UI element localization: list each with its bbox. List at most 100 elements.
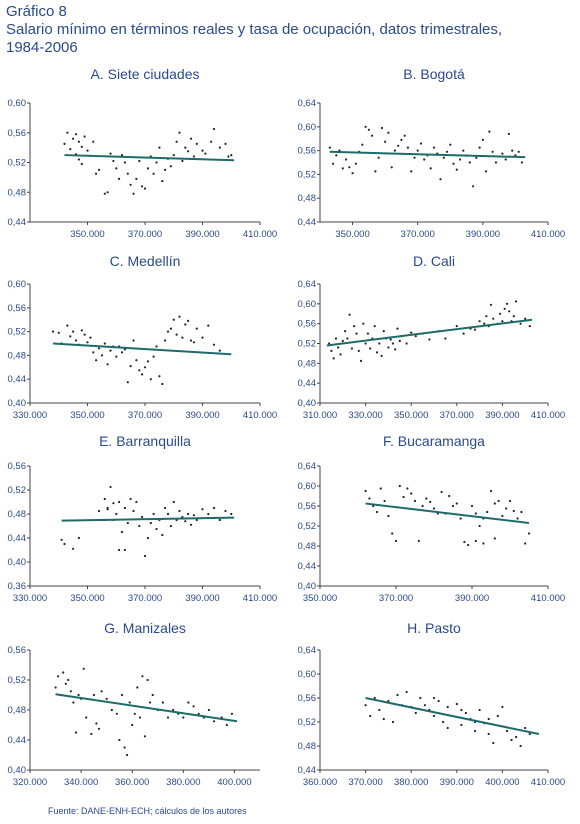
- data-point: [512, 315, 515, 318]
- trend-line: [365, 697, 540, 735]
- scatter-panel-7: G. Manizales 0,40 0,44 0,48 0,52 0,56 320.000 3…: [8, 620, 260, 788]
- data-point: [387, 346, 390, 349]
- data-point: [455, 325, 458, 328]
- y-tick-label: 0,44: [8, 217, 27, 228]
- x-tick-label: 350.000: [70, 410, 104, 421]
- data-point: [115, 712, 118, 715]
- data-point: [459, 158, 462, 161]
- data-point: [478, 524, 481, 528]
- y-tick-label: 0,64: [298, 98, 317, 109]
- y-tick-label: 0,52: [298, 521, 317, 532]
- data-point: [123, 506, 126, 510]
- y-tick-label: 0,48: [298, 741, 317, 752]
- x-tick-label: 370.000: [128, 229, 162, 240]
- y-tick-label: 0,60: [298, 669, 317, 680]
- data-point: [374, 170, 377, 173]
- y-tick-label: 0,48: [8, 187, 27, 198]
- data-point: [103, 497, 106, 501]
- data-point: [383, 499, 386, 503]
- x-tick-label: 390.000: [185, 410, 219, 421]
- data-point: [181, 159, 184, 163]
- y-tick-label: 0,40: [8, 398, 27, 409]
- data-point: [158, 146, 161, 149]
- data-point: [481, 138, 484, 141]
- scatter-panel-6: F. Bucaramanga 0,40 0,44 0,48 0,52 0,56 0,60 0,…: [298, 433, 566, 604]
- data-point: [455, 168, 458, 171]
- data-point: [172, 154, 175, 157]
- data-point: [77, 158, 80, 161]
- data-point: [478, 146, 481, 149]
- data-point: [337, 346, 340, 349]
- y-tick-label: 0,56: [298, 693, 317, 704]
- data-point: [375, 510, 379, 514]
- data-point: [516, 517, 519, 520]
- y-tick-label: 0,52: [8, 158, 27, 169]
- data-point: [339, 353, 342, 356]
- data-point: [428, 338, 431, 341]
- data-point: [414, 711, 417, 715]
- y-tick-label: 0,52: [8, 485, 27, 496]
- data-point: [493, 537, 496, 540]
- data-point: [369, 347, 372, 350]
- x-tick-label: 410.000: [531, 410, 565, 421]
- data-point: [230, 712, 233, 715]
- data-point: [492, 317, 495, 320]
- data-point: [64, 682, 67, 685]
- data-point: [416, 149, 419, 152]
- data-point: [143, 554, 147, 558]
- data-point: [126, 381, 129, 384]
- x-tick-label: 380.000: [166, 777, 200, 788]
- data-point: [224, 142, 227, 145]
- figure-header: Gráfico 8 Salario mínimo en términos rea…: [6, 3, 502, 57]
- data-point: [391, 532, 394, 535]
- data-point: [207, 324, 210, 327]
- data-point: [487, 732, 490, 736]
- data-point: [146, 678, 149, 682]
- data-point: [341, 339, 344, 343]
- data-point: [161, 382, 164, 386]
- data-point: [83, 135, 86, 138]
- data-point: [485, 170, 488, 173]
- source-note: Fuente: DANE-ENH-ECH; cálculos de los au…: [48, 806, 247, 816]
- data-point: [184, 146, 187, 149]
- data-point: [85, 716, 88, 719]
- data-point: [402, 495, 405, 499]
- data-point: [115, 512, 118, 516]
- x-tick-label: 370.000: [401, 229, 435, 240]
- data-point: [474, 512, 477, 515]
- y-tick-label: 0,60: [298, 122, 317, 133]
- data-point: [74, 339, 78, 342]
- data-point: [524, 726, 527, 730]
- data-point: [169, 327, 172, 330]
- data-point: [120, 154, 124, 157]
- data-point: [212, 506, 216, 510]
- data-point: [354, 162, 357, 165]
- data-point: [348, 166, 351, 169]
- y-tick-label: 0,52: [298, 339, 317, 350]
- data-point: [143, 187, 147, 190]
- data-point: [187, 512, 190, 516]
- data-point: [212, 127, 216, 131]
- data-point: [517, 150, 520, 153]
- x-tick-label: 400.000: [485, 777, 519, 788]
- data-point: [503, 307, 506, 310]
- data-point: [489, 489, 493, 493]
- data-point: [182, 716, 185, 719]
- data-point: [473, 729, 477, 733]
- data-point: [80, 145, 83, 148]
- y-tick-label: 0,44: [8, 374, 27, 385]
- data-point: [218, 349, 221, 352]
- data-point: [380, 354, 383, 357]
- data-point: [410, 170, 413, 173]
- x-tick-label: 370.000: [128, 410, 162, 421]
- data-point: [164, 168, 167, 171]
- x-tick-label: 410.000: [243, 229, 277, 240]
- y-tick-label: 0,56: [8, 461, 27, 472]
- data-point: [189, 339, 193, 342]
- data-point: [66, 131, 69, 134]
- data-point: [330, 349, 333, 352]
- data-point: [161, 533, 164, 537]
- data-point: [90, 732, 93, 736]
- data-point: [141, 185, 144, 188]
